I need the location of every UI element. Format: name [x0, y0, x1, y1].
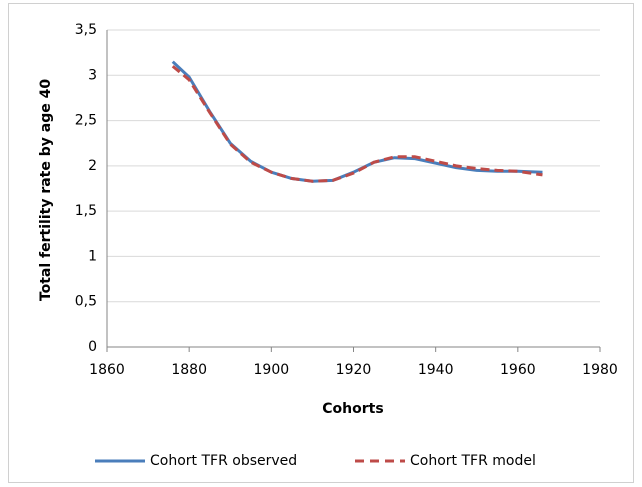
- x-tick-label: 1860: [89, 362, 125, 378]
- x-axis-title: Cohorts: [322, 401, 383, 417]
- chart-border: [8, 3, 634, 483]
- x-tick-label: 1880: [171, 362, 207, 378]
- y-tick-label: 3,5: [75, 22, 97, 38]
- legend-label: Cohort TFR model: [410, 453, 536, 469]
- x-tick-label: 1960: [500, 362, 536, 378]
- y-tick-label: 2,5: [75, 113, 97, 129]
- y-tick-label: 1,5: [75, 203, 97, 219]
- x-tick-label: 1980: [582, 362, 618, 378]
- y-tick-label: 0: [88, 339, 97, 355]
- y-tick-label: 1: [88, 248, 97, 264]
- x-tick-label: 1900: [254, 362, 290, 378]
- y-tick-label: 2: [88, 158, 97, 174]
- x-tick-label: 1940: [418, 362, 454, 378]
- legend-label: Cohort TFR observed: [150, 453, 297, 469]
- y-tick-label: 0,5: [75, 294, 97, 310]
- series-line: [171, 65, 543, 183]
- y-tick-label: 3: [88, 67, 97, 83]
- x-tick-label: 1920: [336, 362, 372, 378]
- y-axis-title: Total fertility rate by age 40: [38, 79, 54, 301]
